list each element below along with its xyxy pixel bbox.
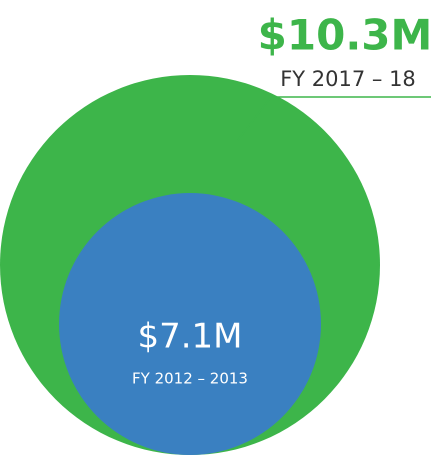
value-label: $7.1M	[137, 317, 242, 357]
category-label: FY 2012 – 2013	[132, 370, 248, 388]
circle	[59, 193, 321, 456]
leader-line	[237, 96, 431, 141]
circles	[0, 75, 380, 456]
category-label: FY 2017 – 18	[280, 67, 416, 91]
value-label: $10.3M	[258, 11, 431, 60]
